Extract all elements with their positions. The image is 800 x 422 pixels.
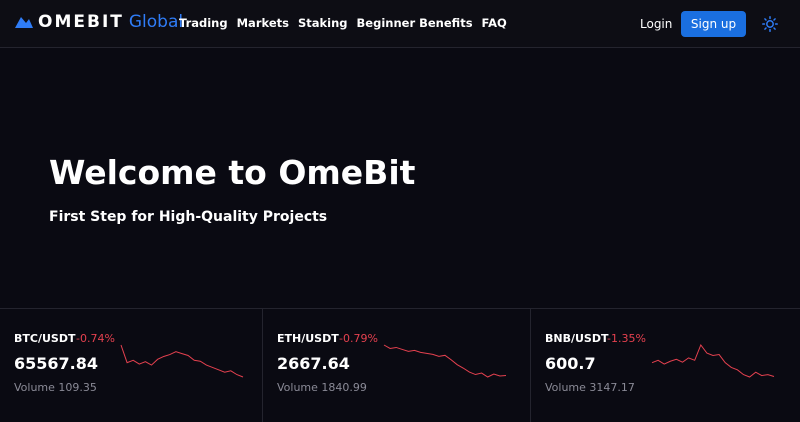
nav-link[interactable]: Trading: [179, 16, 228, 30]
ticker-volume: Volume 1840.99: [277, 381, 367, 394]
hero-title: Welcome to OmeBit: [49, 153, 416, 192]
ticker-pair: BTC/USDT: [14, 332, 76, 345]
ticker-price: 65567.84: [14, 354, 99, 373]
signup-button[interactable]: Sign up: [681, 11, 746, 37]
theme-toggle[interactable]: [762, 16, 778, 32]
logo-icon: [15, 17, 33, 28]
hero-subtitle: First Step for High-Quality Projects: [49, 209, 328, 225]
nav-link[interactable]: Beginner Benefits: [356, 16, 473, 30]
nav-link[interactable]: Markets: [236, 16, 289, 30]
ticker-change: -0.79%: [339, 332, 378, 345]
sparkline: [383, 344, 507, 378]
ticker-price: 2667.64: [277, 354, 350, 373]
ticker-pair: BNB/USDT: [545, 332, 609, 345]
ticker-volume: Volume 3147.17: [545, 381, 635, 394]
sparkline-chart: [120, 344, 244, 378]
nav: Trading Markets Staking Beginner Benefits FA…: [179, 16, 507, 30]
ticker-row: BTC/USDT -0.74% 65567.84 Volume 109.35 ETH/U…: [0, 308, 800, 422]
ticker-card[interactable]: ETH/USDT -0.79% 2667.64 Volume 1840.99: [262, 309, 530, 422]
ticker-price: 600.7: [545, 354, 596, 373]
sparkline: [120, 344, 244, 378]
logo-suffix: Global: [128, 12, 184, 32]
logo[interactable]: OMEBIT Global: [14, 12, 183, 32]
sparkline-chart: [651, 343, 775, 378]
sparkline: [651, 343, 775, 378]
sparkline-chart: [383, 344, 507, 378]
login-link[interactable]: Login: [640, 17, 673, 31]
ticker-change: -0.74%: [76, 332, 115, 345]
ticker-card[interactable]: BNB/USDT -1.35% 600.7 Volume 3147.17: [530, 309, 800, 422]
header: OMEBIT Global Trading Markets Staking Begin…: [0, 0, 800, 48]
logo-text: OMEBIT: [38, 12, 124, 32]
ticker-card[interactable]: BTC/USDT -0.74% 65567.84 Volume 109.35: [0, 309, 262, 422]
ticker-volume: Volume 109.35: [14, 381, 97, 394]
ticker-change: -1.35%: [607, 332, 646, 345]
ticker-pair: ETH/USDT: [277, 332, 339, 345]
nav-link[interactable]: FAQ: [481, 16, 507, 30]
nav-link[interactable]: Staking: [297, 16, 348, 30]
